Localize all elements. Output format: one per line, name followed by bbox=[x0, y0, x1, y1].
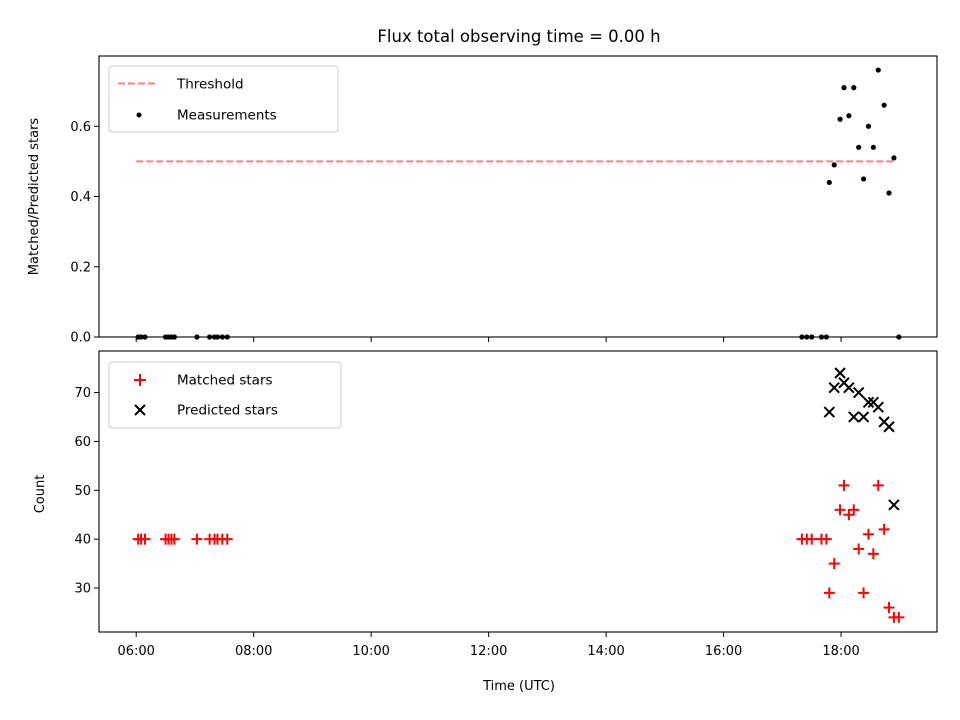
predicted-stars-point bbox=[823, 406, 836, 418]
predicted-stars-point bbox=[848, 411, 860, 423]
measurements-point bbox=[891, 155, 897, 161]
matched-stars-point bbox=[834, 504, 846, 516]
measurements-point bbox=[875, 67, 881, 73]
measurements-point bbox=[831, 162, 837, 168]
bottom-legend-box bbox=[108, 361, 342, 429]
measurements-point bbox=[846, 113, 852, 119]
bottom-y-tick-label: 50 bbox=[74, 484, 91, 499]
matched-stars-point bbox=[139, 533, 151, 545]
x-tick-label: 06:00 bbox=[117, 644, 154, 659]
measurements-point bbox=[881, 102, 887, 108]
bottom-y-tick-label: 60 bbox=[74, 435, 91, 450]
x-tick-label: 10:00 bbox=[352, 644, 389, 659]
top-y-tick-label: 0.2 bbox=[70, 260, 91, 275]
top-panel-y-ticks: 0.0 0.2 0.4 0.6 bbox=[70, 120, 99, 346]
predicted-stars-point bbox=[888, 499, 900, 511]
matched-stars-point bbox=[221, 533, 233, 545]
top-y-tick-label: 0.0 bbox=[70, 331, 91, 346]
matched-stars-point bbox=[862, 528, 874, 540]
chart-title: Flux total observing time = 0.00 h bbox=[377, 27, 660, 46]
matched-stars-point bbox=[820, 533, 832, 545]
matched-stars-point bbox=[168, 533, 180, 545]
bottom-panel-marks bbox=[132, 367, 905, 623]
measurements-point bbox=[886, 190, 892, 196]
x-axis-label: Time (UTC) bbox=[482, 679, 555, 694]
predicted-stars-point bbox=[834, 367, 846, 379]
matched-stars-point bbox=[893, 611, 905, 623]
measurements-point bbox=[856, 144, 862, 150]
predicted-stars-point bbox=[857, 411, 870, 423]
matched-stars-point bbox=[883, 602, 895, 614]
measurements-point bbox=[841, 85, 847, 91]
matched-stars-point bbox=[853, 543, 865, 555]
predicted-stars-point bbox=[843, 381, 855, 394]
bottom-panel: 06:00 08:00 10:00 12:00 14:00 16:00 18:00 30 40… bbox=[33, 350, 938, 694]
measurements-point bbox=[870, 144, 876, 150]
top-y-tick-label: 0.4 bbox=[70, 190, 91, 205]
predicted-stars-point bbox=[862, 396, 875, 409]
x-tick-label: 18:00 bbox=[822, 644, 859, 659]
matched-stars-point bbox=[191, 533, 203, 545]
measurements-legend-swatch bbox=[136, 112, 142, 118]
bottom-panel-frame bbox=[98, 350, 938, 633]
predicted-stars-point bbox=[852, 386, 865, 399]
matched-stars-point bbox=[838, 479, 850, 491]
bottom-panel-y-ticks: 30 40 50 60 70 bbox=[74, 386, 99, 597]
measurements-legend-label: Measurements bbox=[177, 108, 277, 124]
matched-stars-point bbox=[828, 558, 840, 570]
top-panel-y-axis-label: Matched/Predicted stars bbox=[27, 118, 42, 276]
matched-stars-point bbox=[858, 587, 870, 599]
measurements-point bbox=[865, 123, 872, 129]
top-legend-box bbox=[108, 65, 339, 133]
matched-stars-point bbox=[823, 587, 835, 599]
matched-stars-legend-swatch bbox=[134, 374, 146, 386]
measurements-point bbox=[837, 116, 843, 122]
top-panel: 0.0 0.2 0.4 0.6 Matched/Predicted stars Thr… bbox=[27, 55, 938, 346]
measurements-point bbox=[851, 85, 857, 91]
bottom-y-tick-label: 70 bbox=[74, 386, 91, 401]
matched-stars-point bbox=[878, 523, 890, 535]
matched-stars-point bbox=[867, 548, 879, 560]
bottom-y-tick-label: 30 bbox=[74, 582, 91, 597]
top-panel-legend: Threshold Measurements bbox=[108, 65, 339, 133]
predicted-stars-legend-label: Predicted stars bbox=[177, 403, 278, 419]
matched-stars-point bbox=[848, 504, 860, 516]
bottom-y-tick-label: 40 bbox=[74, 533, 91, 548]
bottom-panel-legend: Matched stars Predicted stars bbox=[108, 361, 342, 429]
matched-stars-point bbox=[872, 479, 884, 491]
measurements-point bbox=[826, 179, 832, 186]
matched-stars-legend-label: Matched stars bbox=[177, 373, 273, 389]
predicted-stars-legend-swatch bbox=[134, 404, 146, 416]
bottom-panel-y-axis-label: Count bbox=[33, 475, 48, 514]
threshold-legend-label: Threshold bbox=[176, 77, 244, 93]
matched-stars-point bbox=[806, 533, 818, 545]
top-y-tick-label: 0.6 bbox=[70, 120, 91, 135]
x-tick-label: 14:00 bbox=[587, 644, 624, 659]
predicted-stars-point bbox=[872, 401, 884, 413]
x-tick-label: 16:00 bbox=[705, 644, 742, 659]
predicted-stars-point bbox=[883, 421, 895, 433]
x-tick-label: 08:00 bbox=[235, 644, 272, 659]
bottom-panel-x-ticks: 06:00 08:00 10:00 12:00 14:00 16:00 18:00 bbox=[117, 632, 860, 659]
measurements-point bbox=[860, 176, 867, 182]
top-panel-x-ticks bbox=[135, 337, 842, 342]
predicted-stars-point bbox=[828, 381, 840, 394]
matched-stars-point bbox=[843, 509, 855, 521]
x-tick-label: 12:00 bbox=[470, 644, 507, 659]
